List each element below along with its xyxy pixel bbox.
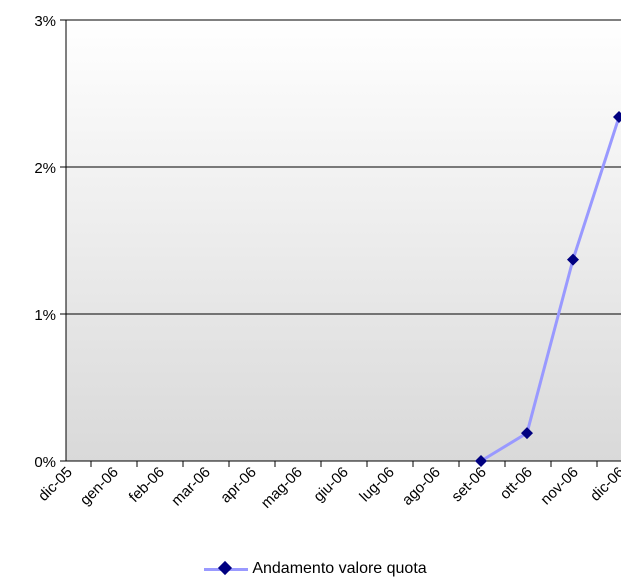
gridlines [66,19,621,315]
x-tick-label: mar-06 [168,464,214,510]
x-tick-label: apr-06 [217,464,260,507]
x-tick-label: set-06 [448,464,490,506]
x-tick-label: ott-06 [497,464,536,503]
diamond-marker-icon [218,560,233,576]
data-point [475,455,487,467]
y-tick-label: 3% [34,13,56,30]
data-point [567,253,579,266]
x-tick-label: nov-06 [537,464,581,508]
series-layer [475,111,621,467]
y-tick-label: 2% [34,160,56,177]
series-line [480,116,621,463]
y-axis-ticks: 0% 1% 2% 3% [34,13,66,471]
axes [65,20,621,462]
legend-label: Andamento valore quota [252,560,427,577]
legend: Andamento valore quota [0,556,621,582]
y-tick-label: 1% [34,307,56,324]
legend-swatch [204,560,249,576]
plot-area [66,20,621,461]
y-tick-label: 0% [34,454,56,471]
x-tick-label: gen-06 [77,464,122,509]
x-tick-label: lug-06 [356,464,398,506]
x-tick-label: mag-06 [258,464,306,512]
x-tick-label: feb-06 [126,464,168,506]
data-point [521,427,533,440]
x-tick-label: ago-06 [399,464,444,509]
x-tick-label: dic-06 [587,464,621,505]
x-tick-label: giu-06 [310,464,352,506]
legend-entry: Andamento valore quota [204,560,427,578]
data-point [613,111,621,124]
